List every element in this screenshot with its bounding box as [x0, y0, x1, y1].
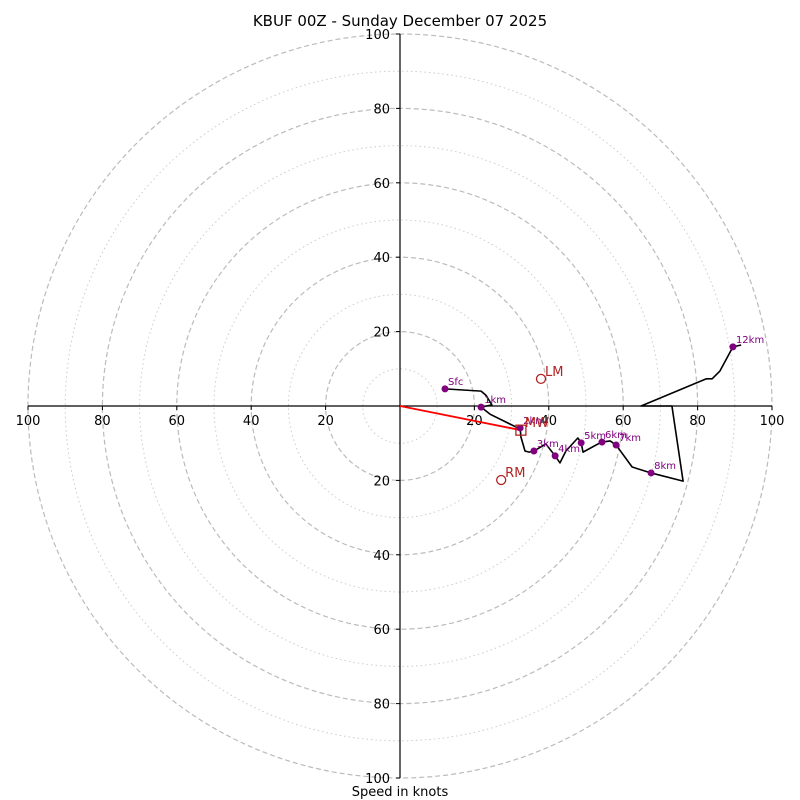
x-tick-label-left-80: 80 [94, 414, 111, 429]
mean-wind-vector [399, 405, 522, 432]
height-label-2km: 2km [523, 416, 545, 427]
y-tick-label-up-60: 60 [373, 177, 390, 192]
y-tick-label-up-100: 100 [365, 28, 390, 43]
height-marker-6km [598, 438, 606, 446]
lm-label: LM [545, 365, 563, 380]
height-label-5km: 5km [584, 431, 606, 442]
height-marker-7km [612, 441, 620, 449]
height-label-6km: 6km [605, 430, 627, 441]
x-tick-label-left-40: 40 [243, 414, 260, 429]
y-tick-label-up-80: 80 [373, 102, 390, 117]
lm-marker [535, 373, 547, 384]
chart-title: KBUF 00Z - Sunday December 07 2025 [253, 12, 547, 30]
height-label-sfc: Sfc [448, 377, 463, 388]
rm-marker [496, 474, 507, 486]
hodograph-trace [444, 344, 742, 482]
y-tick-label-up-20: 20 [373, 326, 390, 341]
y-tick-label-down-60: 60 [373, 623, 390, 638]
height-marker-sfc [441, 385, 449, 393]
x-tick-label-right-80: 80 [689, 414, 706, 429]
height-marker-5km [577, 439, 585, 447]
height-label-4km: 4km [558, 444, 580, 455]
tick-labels: 2020202040404040606060608080808010010010… [16, 28, 785, 787]
y-tick-label-down-40: 40 [373, 549, 390, 564]
x-axis-label: Speed in knots [352, 785, 449, 800]
y-tick-label-up-40: 40 [373, 251, 390, 266]
height-label-1km: 1km [484, 395, 506, 406]
x-tick-label-left-20: 20 [317, 414, 334, 429]
height-label-8km: 8km [654, 461, 676, 472]
y-tick-label-down-80: 80 [373, 698, 390, 713]
height-marker-12km [729, 343, 737, 351]
height-marker-2km [516, 424, 524, 432]
mw-label: MW [525, 416, 549, 431]
mw-marker [515, 424, 527, 436]
height-marker-4km [551, 452, 559, 460]
height-marker-3km [530, 447, 538, 455]
height-marker-8km [647, 469, 655, 477]
height-label-3km: 3km [537, 439, 559, 450]
height-marker-1km [477, 403, 485, 411]
x-tick-label-right-100: 100 [760, 414, 785, 429]
y-tick-label-down-20: 20 [373, 474, 390, 489]
height-label-7km: 7km [619, 433, 641, 444]
y-tick-label-down-100: 100 [365, 772, 390, 787]
height-label-12km: 12km [736, 335, 764, 346]
x-tick-label-right-60: 60 [615, 414, 632, 429]
x-tick-label-left-100: 100 [16, 414, 41, 429]
x-tick-label-right-40: 40 [541, 414, 558, 429]
x-tick-label-left-60: 60 [169, 414, 186, 429]
rm-label: RM [505, 466, 525, 481]
